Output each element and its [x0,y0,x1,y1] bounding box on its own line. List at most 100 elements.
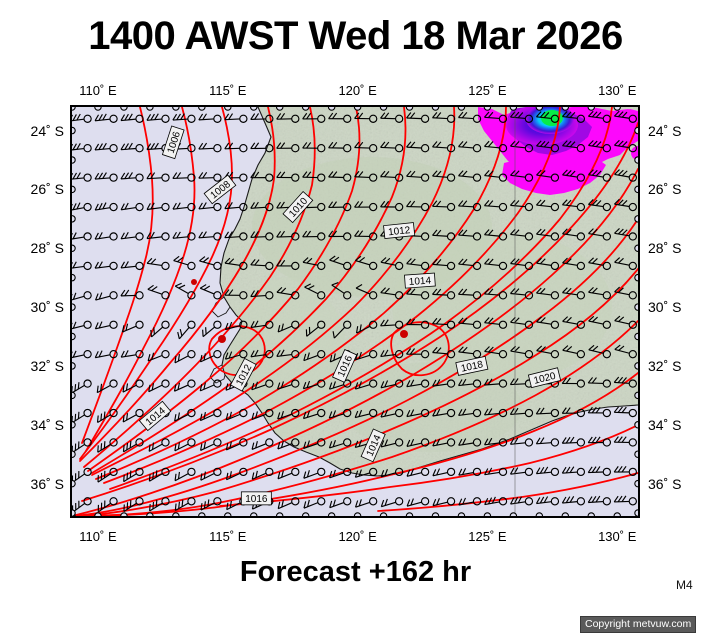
lon-tick-label-bottom-130: 130˚ E [598,529,636,544]
wind-barb-shaft [536,413,551,414]
frame-tick [614,513,620,516]
wind-barb-shaft [173,178,188,179]
frame-tick [354,513,360,516]
frame-tick [484,107,490,110]
wind-barb-feather [78,382,79,389]
wind-barb-feather [75,384,76,391]
wind-barb-feather [104,412,105,419]
isobar-label-text: 1014 [409,275,432,288]
frame-tick [72,392,75,398]
wind-barb-shaft [614,412,629,413]
lat-tick-label-right-34: 34˚ S [648,417,681,433]
wind-barb-shaft [225,119,240,120]
lat-tick-label-left-30: 30˚ S [31,299,64,315]
wind-barb-feather [175,504,176,511]
frame-tick [635,363,638,369]
wind-barb-feather [127,473,128,480]
lat-tick-label-left-24: 24˚ S [31,123,64,139]
frame-tick [458,107,464,110]
frame-tick [328,107,334,110]
frame-tick [510,513,516,516]
lon-tick-label-bottom-125: 125˚ E [468,529,506,544]
frame-tick [406,513,412,516]
wind-barb-shaft [407,118,422,119]
wind-barb-feather [179,502,180,509]
wind-barb-feather [101,443,102,450]
wind-barb-feather [98,445,99,452]
isobar-label: 1016 [241,492,271,505]
wind-barb-shaft [432,294,447,295]
isobar-label-text: 1016 [245,494,268,505]
frame-tick [588,107,594,110]
frame-tick [147,107,153,110]
lat-tick-label-left-26: 26˚ S [31,181,64,197]
lon-tick-label-top-120: 120˚ E [338,83,376,98]
frame-tick [635,333,638,339]
frame-tick [406,107,412,110]
frame-tick [380,513,386,516]
frame-tick [277,513,283,516]
frame-tick [251,513,257,516]
lat-tick-label-left-36: 36˚ S [31,476,64,492]
wind-barb-shaft [432,118,447,119]
frame-tick [432,513,438,516]
lon-tick-label-top-115: 115˚ E [209,83,246,98]
wind-barb-shaft [458,294,473,295]
frame-tick [635,392,638,398]
frame-tick [72,422,75,428]
wind-barb-shaft [432,206,447,207]
frame-tick [173,107,179,110]
frame-tick [225,107,231,110]
lon-tick-label-bottom-110: 110˚ E [79,529,116,544]
wind-barb-shaft [355,177,370,178]
wind-barb-feather [130,471,131,478]
wind-barb-feather [104,441,105,448]
frame-tick [251,107,257,110]
frame-tick [173,513,179,516]
frame-tick [635,245,638,251]
frame-tick [458,513,464,516]
wind-barb-feather [153,502,154,509]
frame-tick [72,186,75,192]
frame-tick [72,363,75,369]
frame-tick [635,216,638,222]
wind-barb-feather [182,500,183,507]
model-tag: M4 [676,578,693,592]
wind-barb-feather [150,504,151,511]
frame-tick [635,186,638,192]
frame-tick [121,513,127,516]
wind-barb-feather [151,330,152,337]
frame-tick [277,107,283,110]
frame-tick [72,216,75,222]
frame-tick [635,510,638,516]
wind-barb-feather [156,500,157,507]
frame-tick [199,107,205,110]
frame-tick [536,107,542,110]
wind-barb-feather [154,327,155,334]
frame-tick [72,333,75,339]
frame-tick [635,451,638,457]
weather-map-svg: 1006100810101012101410121016101810201014… [72,107,638,516]
frame-tick [147,513,153,516]
frame-tick [635,480,638,486]
frame-tick [72,127,75,133]
frame-tick [199,513,205,516]
frame-tick [72,304,75,310]
lat-tick-label-right-24: 24˚ S [648,123,681,139]
lon-tick-label-top-125: 125˚ E [468,83,506,98]
frame-tick [354,107,360,110]
lon-tick-label-bottom-115: 115˚ E [209,529,246,544]
frame-tick [510,107,516,110]
frame-tick [635,304,638,310]
frame-tick [302,513,308,516]
wind-barb-shaft [199,148,214,149]
wind-barb-feather [123,445,124,452]
wind-barb-feather [149,474,150,481]
lon-tick-label-bottom-120: 120˚ E [338,529,376,544]
frame-tick [72,510,75,516]
wind-barb-shaft [614,501,629,502]
frame-tick [432,107,438,110]
low-marker [218,335,226,343]
frame-tick [536,513,542,516]
